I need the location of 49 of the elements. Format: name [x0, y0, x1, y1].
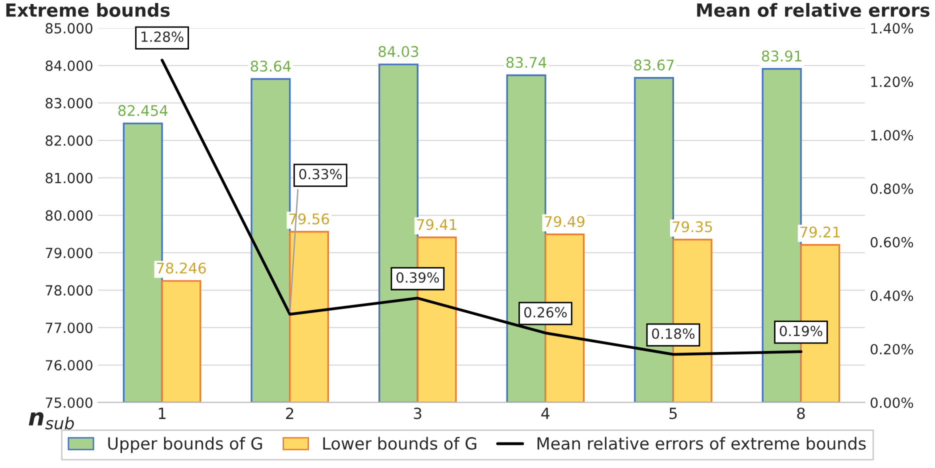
y2-tick-label: 0.20% [870, 344, 914, 354]
data-label: 79.49 [544, 216, 584, 228]
data-label: 84.03 [378, 46, 418, 58]
legend-label: Lower bounds of G [323, 436, 476, 450]
y-tick-label: 79.000 [46, 248, 92, 258]
y2-tick-label: 0.80% [870, 184, 914, 194]
y2-axis-title: Mean of relative errors [697, 2, 930, 17]
data-label: 79.35 [672, 221, 712, 232]
y-tick-label: 83.000 [46, 98, 92, 108]
y-axis-title: Extreme bounds [6, 2, 170, 17]
data-label: 0.33% [299, 168, 342, 180]
y-tick-label: 80.000 [46, 210, 92, 221]
y2-tick-label: 1.20% [871, 76, 914, 88]
data-label: 0.39% [396, 272, 439, 283]
x-tick-label: 2 [286, 408, 294, 419]
x-tick-label: 4 [541, 408, 550, 419]
data-label: 0.19% [780, 326, 822, 336]
data-label: 0.26% [524, 307, 567, 318]
x-tick-label: 3 [414, 408, 422, 420]
y-tick-label: 81.000 [46, 172, 92, 184]
data-label: 83.64 [250, 60, 291, 72]
y-tick-label: 77.000 [46, 322, 92, 334]
y-tick-label: 75.000 [46, 397, 92, 408]
x-axis-title: n$_{sub}$ [28, 412, 74, 430]
data-label: 83.74 [506, 56, 546, 68]
x-tick-label: 5 [670, 408, 677, 420]
y2-tick-label: 1.40% [871, 23, 914, 34]
data-label: 83.67 [634, 60, 674, 71]
x-tick-label: 8 [797, 408, 805, 420]
y-tick-label: 85.000 [46, 23, 92, 34]
y2-tick-label: 0.00% [870, 397, 914, 408]
y2-tick-label: 0.60% [870, 236, 914, 248]
y-tick-label: 82.000 [46, 135, 92, 146]
data-label: 79.41 [417, 219, 456, 230]
x-tick-label: 1 [158, 408, 166, 419]
y-tick-label: 84.000 [46, 60, 92, 71]
data-label: 82.454 [118, 105, 168, 116]
data-label: 83.91 [762, 50, 802, 62]
data-label: 0.18% [652, 328, 694, 339]
data-label: 78.246 [156, 262, 206, 274]
legend-label: Mean relative errors of extreme bounds [538, 436, 866, 450]
data-label: 79.21 [800, 226, 840, 238]
data-label: 79.56 [289, 213, 329, 224]
y2-tick-label: 0.40% [870, 290, 914, 301]
data-label: 1.28% [142, 31, 184, 42]
legend-label: Upper bounds of G [108, 436, 262, 453]
y2-tick-label: 1.00% [871, 130, 914, 141]
y-tick-label: 78.000 [46, 285, 92, 296]
y-tick-label: 76.000 [46, 360, 92, 371]
